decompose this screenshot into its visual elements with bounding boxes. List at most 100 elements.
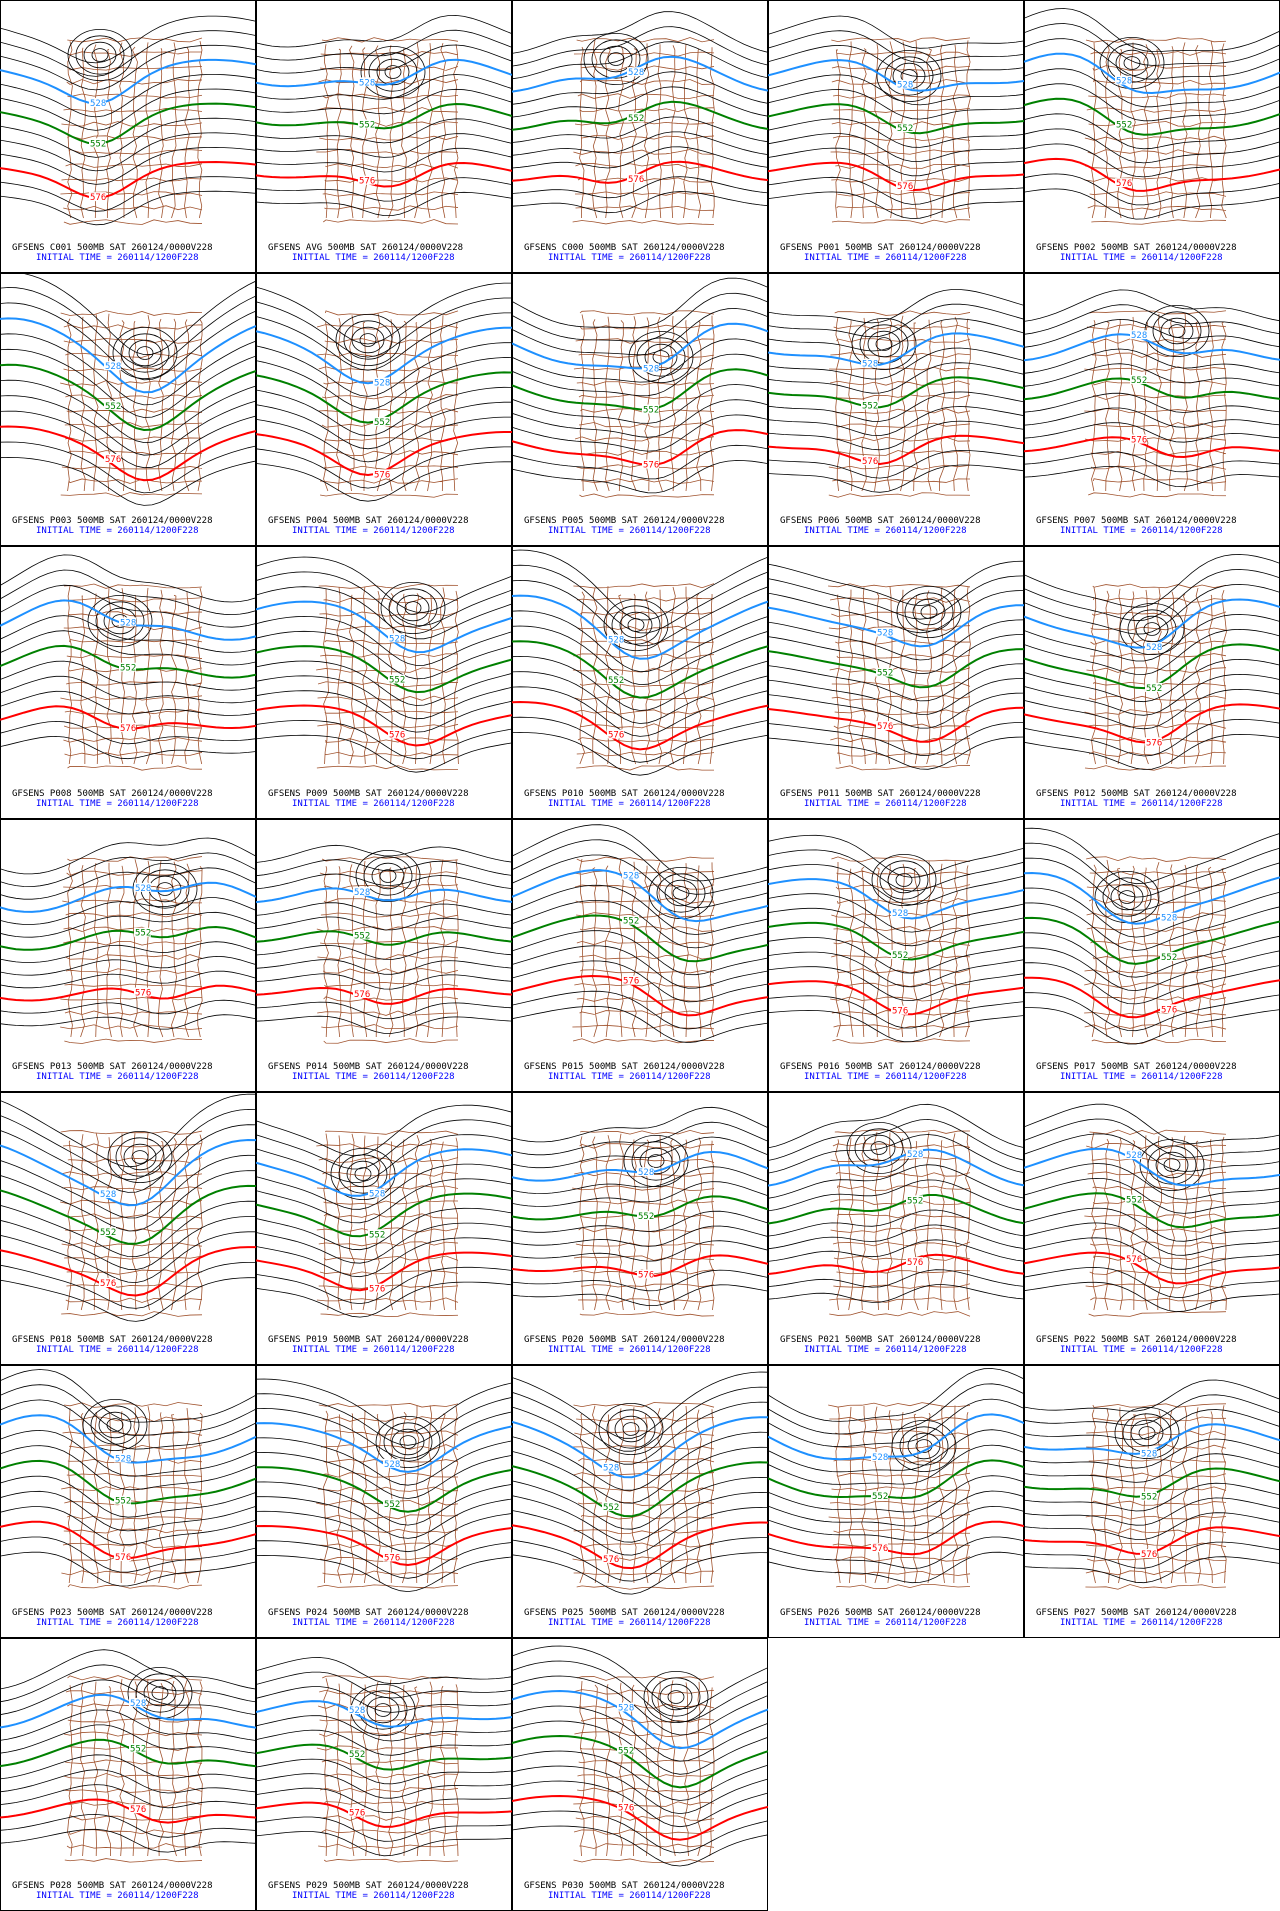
contour-label: 528 bbox=[374, 379, 390, 389]
contour bbox=[768, 44, 1024, 78]
contour bbox=[256, 357, 512, 410]
panel-title: GFSENS C001 500MB SAT 260124/0000V228 bbox=[12, 243, 212, 253]
label-bg bbox=[134, 987, 151, 997]
contour bbox=[0, 348, 256, 418]
caption-bg bbox=[257, 1603, 511, 1637]
contour bbox=[512, 1181, 768, 1207]
contour bbox=[512, 1166, 768, 1195]
map-panel: 528 552 576 GFSENS P020 500MB SAT 260124/00… bbox=[512, 1092, 768, 1365]
low-contour bbox=[388, 588, 438, 628]
key-contour bbox=[1024, 871, 1280, 925]
panel-init: INITIAL TIME = 260114/1200F228 bbox=[804, 1618, 967, 1628]
map-panel: 528 552 576 GFSENS AVG 500MB SAT 260124/000… bbox=[256, 0, 512, 273]
key-contour bbox=[1024, 976, 1280, 1019]
map-borders bbox=[60, 310, 203, 498]
contour bbox=[1024, 992, 1280, 1032]
panel-border bbox=[256, 546, 512, 819]
low-contour bbox=[87, 595, 153, 648]
panel-border bbox=[0, 273, 256, 546]
map: 528 552 576 GFSENS C001 500MB SAT 260124/00… bbox=[0, 0, 256, 273]
contour bbox=[0, 970, 256, 989]
caption-bg bbox=[1, 1330, 255, 1364]
contour bbox=[256, 1657, 512, 1685]
contour bbox=[0, 1216, 256, 1271]
contour bbox=[512, 1705, 768, 1762]
label-bg bbox=[617, 1745, 634, 1755]
contour bbox=[512, 900, 768, 949]
contour bbox=[256, 29, 512, 61]
label-bg bbox=[602, 1462, 619, 1472]
low-contour bbox=[854, 1128, 904, 1168]
contour bbox=[256, 916, 512, 931]
label-bg bbox=[622, 975, 639, 985]
contour bbox=[768, 849, 1024, 892]
key-contour bbox=[768, 434, 1024, 466]
contour-label: 528 bbox=[105, 362, 121, 372]
contour-label: 576 bbox=[623, 977, 639, 987]
contour-label: 528 bbox=[877, 629, 893, 639]
contour bbox=[1024, 733, 1280, 770]
contour-label: 576 bbox=[135, 989, 151, 999]
contour bbox=[768, 634, 1024, 675]
panel-title: GFSENS P015 500MB SAT 260124/0000V228 bbox=[524, 1062, 724, 1072]
key-contour bbox=[512, 869, 768, 923]
contour-label: 552 bbox=[1146, 684, 1162, 694]
caption-bg bbox=[1, 1603, 255, 1637]
label-bg bbox=[891, 908, 908, 918]
panel-title: GFSENS P020 500MB SAT 260124/0000V228 bbox=[524, 1335, 724, 1345]
contour bbox=[256, 191, 512, 216]
low-contour bbox=[107, 1131, 173, 1184]
contour bbox=[0, 1649, 256, 1690]
contour bbox=[0, 1679, 256, 1716]
low-contour bbox=[376, 58, 410, 86]
contour bbox=[1024, 962, 1280, 1005]
panel-title: GFSENS P017 500MB SAT 260124/0000V228 bbox=[1036, 1062, 1236, 1072]
panel-border bbox=[0, 819, 256, 1092]
map: 528 552 576 GFSENS P019 500MB SAT 260124/00… bbox=[256, 1092, 512, 1365]
map: 528 552 576 GFSENS P020 500MB SAT 260124/00… bbox=[512, 1092, 768, 1365]
label-bg bbox=[891, 1005, 908, 1015]
map-borders bbox=[316, 583, 459, 771]
low-contour bbox=[606, 1409, 656, 1449]
low-contour bbox=[614, 1415, 648, 1443]
panel-border bbox=[256, 1092, 512, 1365]
label-bg bbox=[114, 1552, 131, 1562]
contour bbox=[256, 973, 512, 990]
low-contour bbox=[1143, 622, 1161, 636]
contour-label: 552 bbox=[100, 1228, 116, 1238]
panel-init: INITIAL TIME = 260114/1200F228 bbox=[292, 253, 455, 263]
contour bbox=[512, 1750, 768, 1801]
contour-label: 528 bbox=[1146, 643, 1162, 653]
contour-label: 528 bbox=[90, 99, 106, 109]
contour bbox=[0, 837, 256, 875]
label-bg bbox=[1160, 912, 1177, 922]
contour bbox=[512, 1240, 768, 1262]
contour bbox=[0, 852, 256, 888]
map-panel: 528 552 576 GFSENS P016 500MB SAT 260124/00… bbox=[768, 819, 1024, 1092]
contour bbox=[512, 731, 768, 776]
panel-title: GFSENS P021 500MB SAT 260124/0000V228 bbox=[780, 1335, 980, 1345]
key-contour bbox=[256, 600, 512, 654]
label-bg bbox=[383, 1552, 400, 1562]
contour bbox=[512, 1825, 768, 1867]
contour bbox=[0, 456, 256, 506]
map: 528 552 576 GFSENS P014 500MB SAT 260124/00… bbox=[256, 819, 512, 1092]
contour bbox=[0, 1429, 256, 1477]
map: 528 552 576 GFSENS P013 500MB SAT 260124/00… bbox=[0, 819, 256, 1092]
contour bbox=[512, 1476, 768, 1530]
caption-bg bbox=[769, 784, 1023, 818]
map-panel: 528 552 576 GFSENS P004 500MB SAT 260124/00… bbox=[256, 273, 512, 546]
low-contour bbox=[75, 35, 125, 75]
contour bbox=[1024, 1394, 1280, 1426]
contour bbox=[0, 584, 256, 628]
low-contour bbox=[667, 1690, 685, 1704]
label-bg bbox=[876, 721, 893, 731]
key-contour bbox=[512, 368, 768, 411]
contour-label: 528 bbox=[100, 1190, 116, 1200]
contour-label: 528 bbox=[384, 1460, 400, 1470]
map-borders bbox=[316, 1675, 459, 1863]
low-contour bbox=[659, 1683, 693, 1711]
contour bbox=[768, 1475, 1024, 1513]
contour-label: 528 bbox=[115, 1454, 131, 1464]
low-contour bbox=[143, 1679, 177, 1707]
